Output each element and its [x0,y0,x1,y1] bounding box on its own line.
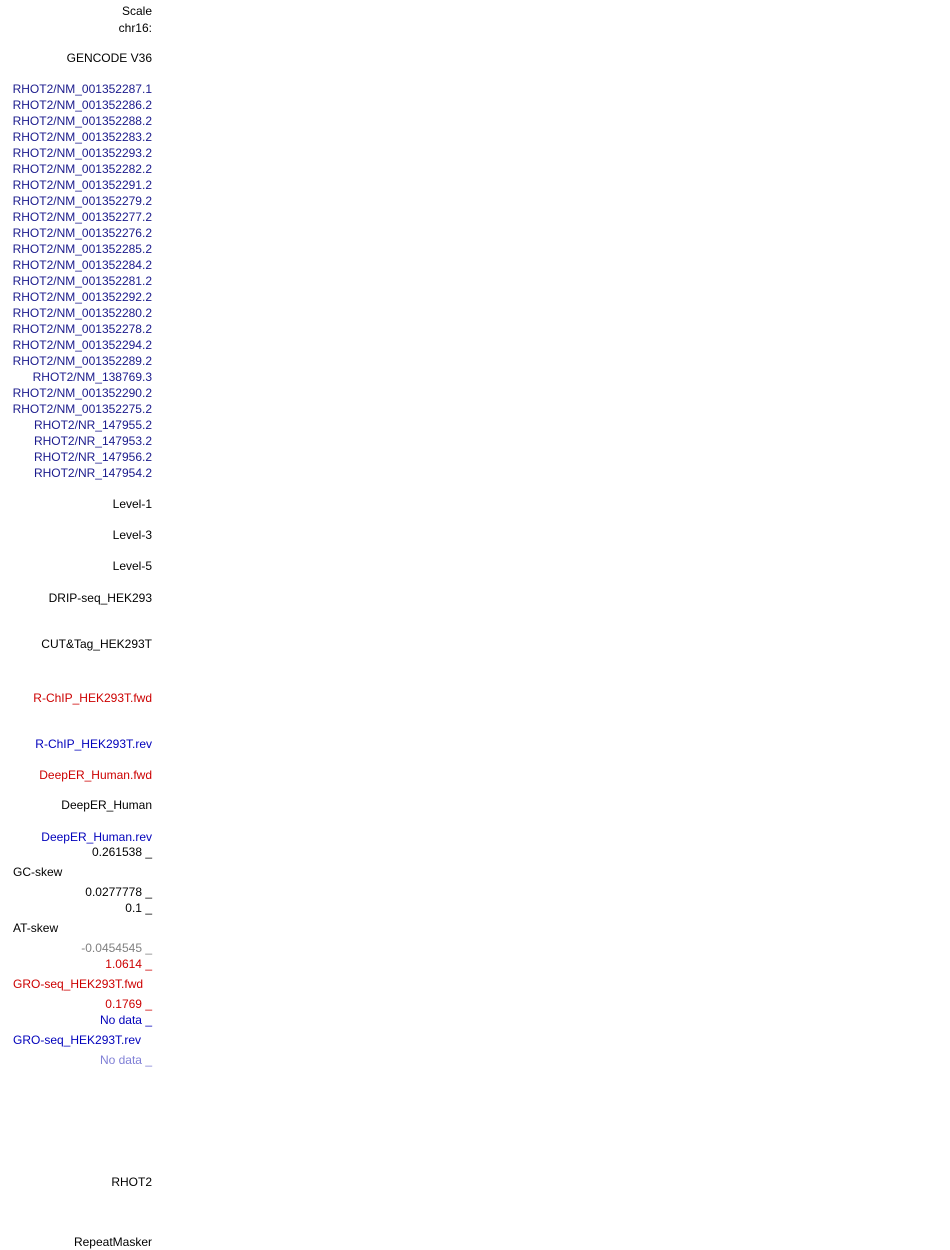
deeper-track-label[interactable]: DeepER_Human [61,798,152,812]
transcript-label[interactable]: RHOT2/NR_147953.2 [33,434,152,448]
transcript-label[interactable]: RHOT2/NM_001352288.2 [12,114,152,128]
at-skew-track-label[interactable]: AT-skew [13,921,59,935]
gc-skew-min-value: 0.0277778 _ [85,885,152,899]
transcript-label[interactable]: RHOT2/NM_001352291.2 [12,178,152,192]
transcript-label[interactable]: RHOT2/NM_001352292.2 [12,290,152,304]
transcript-label[interactable]: RHOT2/NM_001352281.2 [12,274,152,288]
gc-skew-max-value: 0.261538 _ [91,845,152,859]
transcript-label[interactable]: RHOT2/NM_001352294.2 [12,338,152,352]
level-1-label[interactable]: Level-1 [112,497,152,511]
transcript-label[interactable]: RHOT2/NM_001352277.2 [12,210,152,224]
gro-seq-rev-min-value: No data _ [99,1053,152,1067]
transcript-label[interactable]: RHOT2/NM_001352285.2 [12,242,152,256]
transcript-label[interactable]: RHOT2/NM_001352284.2 [12,258,152,272]
transcript-label[interactable]: RHOT2/NM_001352278.2 [12,322,152,336]
deeper-rev-track-label[interactable]: DeepER_Human.rev [41,830,152,844]
transcript-label[interactable]: RHOT2/NM_001352293.2 [12,146,152,160]
gc-skew-track-label[interactable]: GC-skew [13,865,63,879]
transcript-label[interactable]: RHOT2/NM_001352287.1 [12,82,152,96]
transcript-label[interactable]: RHOT2/NM_001352283.2 [12,130,152,144]
gro-seq-fwd-max-value: 1.0614 _ [105,957,152,971]
gro-seq-rev-max-value: No data _ [99,1013,152,1027]
r-chip-fwd-track-label[interactable]: R-ChIP_HEK293T.fwd [33,691,152,705]
gencode-track-label[interactable]: GENCODE V36 [66,51,152,65]
level-5-label[interactable]: Level-5 [112,559,152,573]
transcript-label[interactable]: RHOT2/NR_147954.2 [33,466,152,480]
transcript-label[interactable]: RHOT2/NM_001352280.2 [12,306,152,320]
at-skew-min-value: -0.0454545 _ [81,941,152,955]
transcript-label[interactable]: RHOT2/NM_001352289.2 [12,354,152,368]
scale-label: Scale [121,4,152,18]
gene-track-label[interactable]: RHOT2 [111,1175,152,1189]
level-3-label[interactable]: Level-3 [112,528,152,542]
transcript-label[interactable]: RHOT2/NM_001352276.2 [12,226,152,240]
transcript-label[interactable]: RHOT2/NM_001352286.2 [12,98,152,112]
drip-seq-track-label[interactable]: DRIP-seq_HEK293 [48,591,152,605]
cut-tag-track-label[interactable]: CUT&Tag_HEK293T [41,637,152,651]
gro-seq-fwd-min-value: 0.1769 _ [105,997,152,1011]
transcript-label[interactable]: RHOT2/NM_001352279.2 [12,194,152,208]
gro-seq-rev-track-label[interactable]: GRO-seq_HEK293T.rev [13,1033,142,1047]
transcript-label[interactable]: RHOT2/NR_147955.2 [33,418,152,432]
deeper-fwd-track-label[interactable]: DeepER_Human.fwd [39,768,152,782]
at-skew-max-value: 0.1 _ [125,901,152,915]
transcript-label[interactable]: RHOT2/NM_001352282.2 [12,162,152,176]
transcript-label[interactable]: RHOT2/NM_001352290.2 [12,386,152,400]
transcript-label[interactable]: RHOT2/NM_001352275.2 [12,402,152,416]
r-chip-rev-track-label[interactable]: R-ChIP_HEK293T.rev [35,737,152,751]
transcript-label[interactable]: RHOT2/NR_147956.2 [33,450,152,464]
transcript-label[interactable]: RHOT2/NM_138769.3 [32,370,152,384]
repeatmasker-track-label[interactable]: RepeatMasker [73,1235,152,1249]
gro-seq-fwd-track-label[interactable]: GRO-seq_HEK293T.fwd [13,977,144,991]
chromosome-label: chr16: [118,21,152,35]
